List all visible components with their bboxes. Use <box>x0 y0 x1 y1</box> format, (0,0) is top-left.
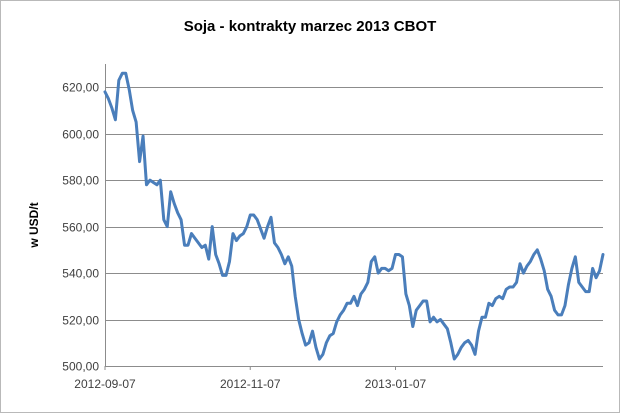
y-tick-label: 560,00 <box>62 221 99 235</box>
y-tick-label: 620,00 <box>62 81 99 95</box>
y-tick-label: 540,00 <box>62 267 99 281</box>
series-layer <box>103 71 605 361</box>
y-tick-label: 520,00 <box>62 314 99 328</box>
y-tick-label: 580,00 <box>62 174 99 188</box>
x-tick-label: 2012-11-07 <box>220 377 281 391</box>
x-tick-label: 2013-01-07 <box>365 377 427 391</box>
y-tick-labels: 500,00 520,00 540,00 560,00 580,00 600,00 620,… <box>62 81 99 374</box>
chart-title: Soja - kontrakty marzec 2013 CBOT <box>184 18 437 35</box>
series-line <box>103 71 605 361</box>
y-tick-label: 500,00 <box>62 360 99 374</box>
y-axis-label: w USD/t <box>27 202 41 248</box>
y-tick-label: 600,00 <box>62 128 99 142</box>
x-tick-label: 2012-09-07 <box>74 377 136 391</box>
gridlines <box>105 64 603 367</box>
x-tick-labels: 2012-09-07 2012-11-07 2013-01-07 <box>74 366 427 391</box>
